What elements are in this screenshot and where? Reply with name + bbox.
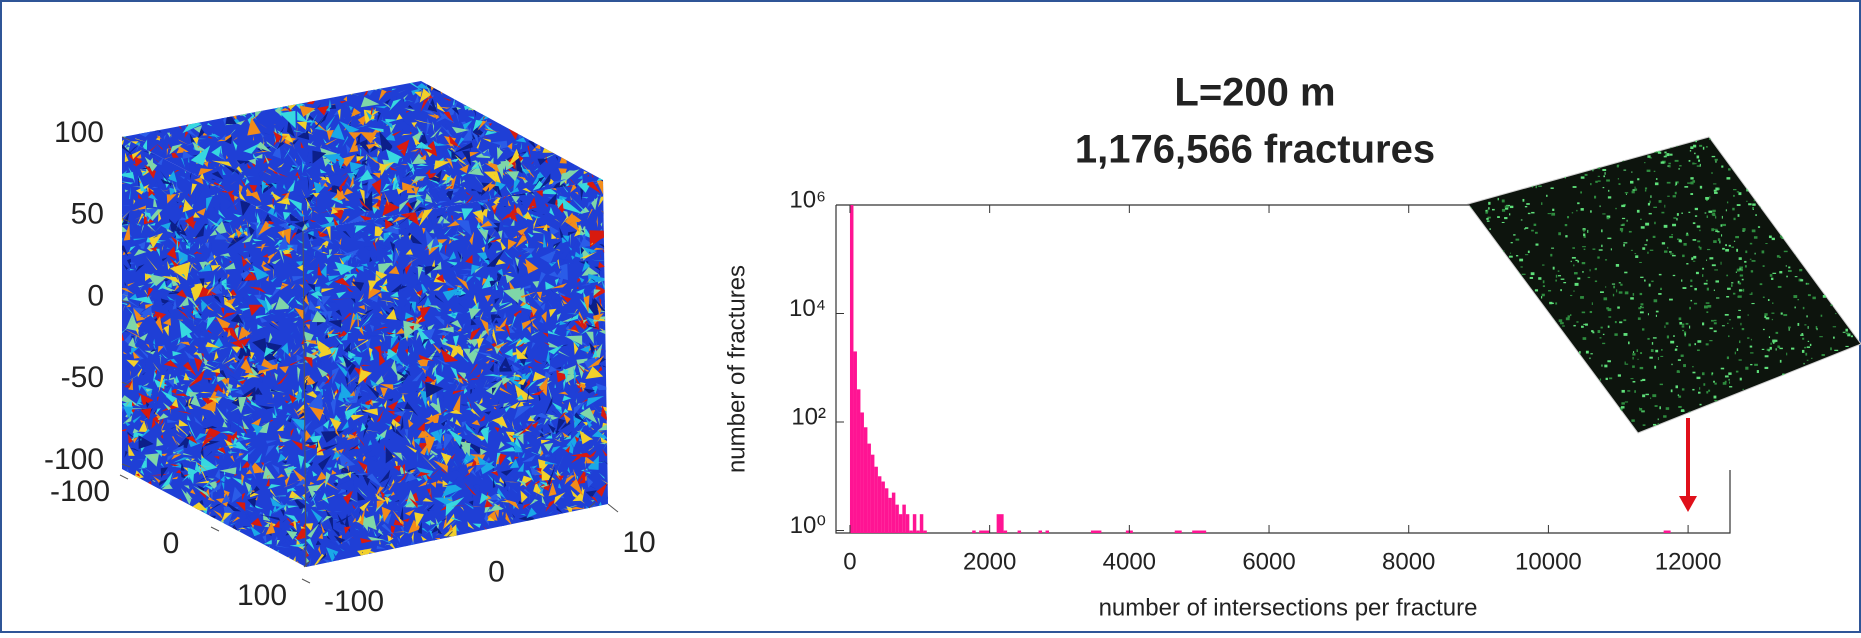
page: {"chart_data": [ {"type": "cube", "xlim"… xyxy=(0,0,1861,633)
